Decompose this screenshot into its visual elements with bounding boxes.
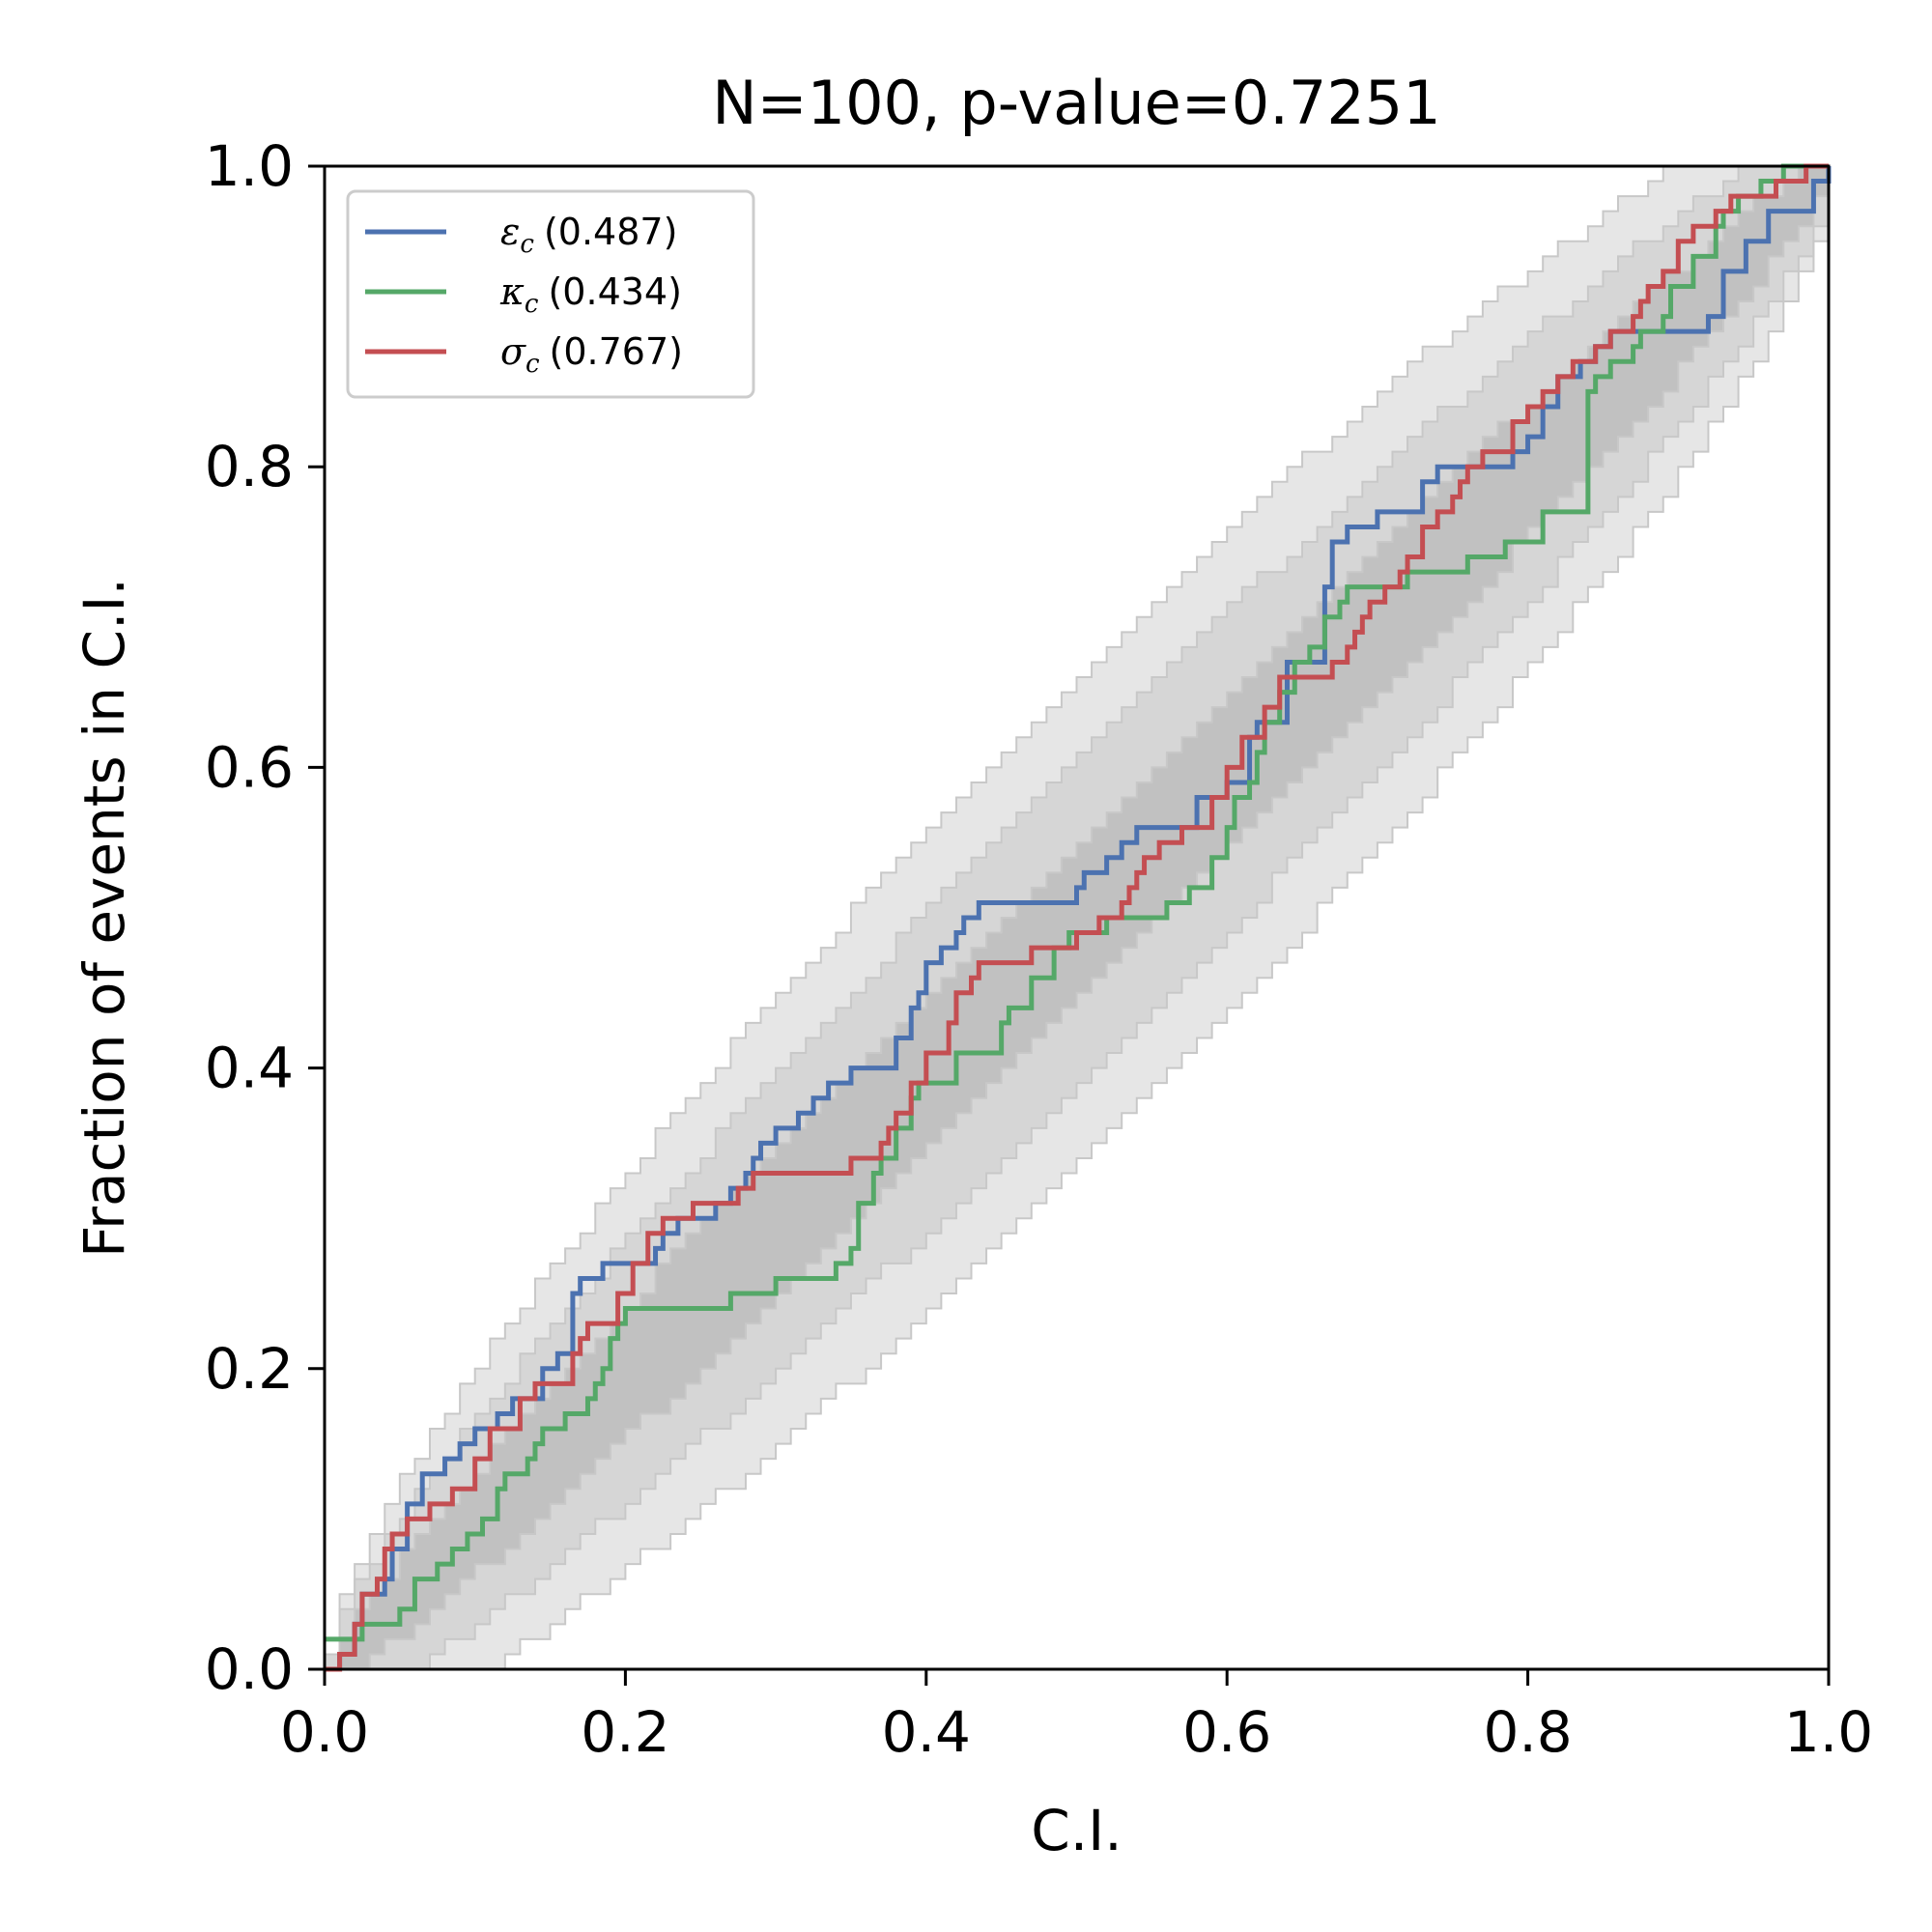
series-line-2 [325,163,1829,1672]
y-tick-label: 0.0 [205,1636,294,1702]
plot-frame [323,164,1831,1671]
legend: εc (0.487) κc (0.434) σc (0.767) [346,189,755,399]
x-tick-label: 0.0 [280,1699,369,1765]
legend-label-2: σc (0.767) [500,330,683,379]
y-tick-label: 1.0 [205,133,294,199]
chart-title: N=100, p-value=0.7251 [712,68,1440,138]
y-tick-label: 0.8 [205,434,294,499]
x-axis-ticks: 0.0 0.2 0.4 0.6 0.8 1.0 [280,1669,1873,1765]
y-axis-ticks: 0.0 0.2 0.4 0.6 0.8 1.0 [205,133,325,1702]
legend-box [346,189,755,399]
y-tick-label: 0.6 [205,734,294,800]
series-line-1 [325,163,1829,1642]
x-tick-label: 0.6 [1182,1699,1271,1765]
legend-label-1: κc (0.434) [499,270,682,319]
series-line-0 [325,166,1832,1672]
x-tick-label: 0.8 [1483,1699,1572,1765]
series-lines [325,163,1832,1672]
x-tick-label: 0.4 [882,1699,971,1765]
legend-label-0: εc (0.487) [500,211,677,259]
x-axis-label: C.I. [1031,1798,1122,1863]
y-tick-label: 0.4 [205,1036,294,1101]
x-tick-label: 1.0 [1784,1699,1873,1765]
x-tick-label: 0.2 [581,1699,669,1765]
y-axis-label: Fraction of events in C.I. [71,578,137,1258]
confidence-bands [324,165,1830,1670]
y-tick-label: 0.2 [205,1336,294,1402]
